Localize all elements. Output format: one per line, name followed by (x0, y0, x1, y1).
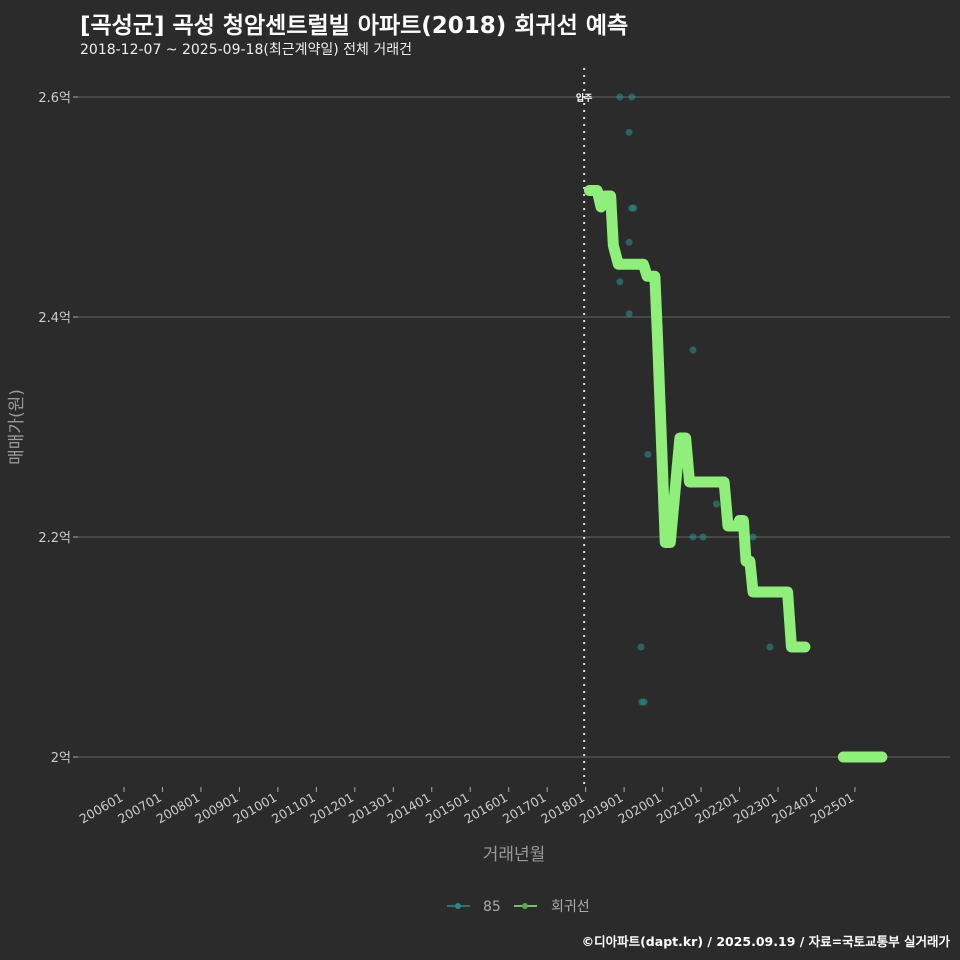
legend-label-regression: 회귀선 (551, 899, 590, 915)
chart-title: [곡성군] 곡성 청암센트럴빌 아파트(2018) 회귀선 예측 (80, 13, 629, 39)
x-tick-label: 200601 (77, 790, 126, 827)
x-tick-label: 201701 (500, 790, 549, 827)
legend-label-85: 85 (483, 899, 501, 915)
x-tick-label: 201801 (538, 790, 587, 827)
x-tick-label: 200701 (115, 790, 164, 827)
x-tick-label: 202501 (808, 790, 857, 827)
data-point (749, 533, 757, 541)
x-tick-label: 202001 (615, 790, 664, 827)
data-point (637, 643, 645, 651)
footer-credit: ©디아파트(dapt.kr) / 2025.09.19 / 자료=국토교통부 실… (581, 934, 950, 949)
legend-marker-regression (522, 903, 528, 909)
data-point (640, 698, 648, 706)
chart-subtitle: 2018-12-07 ~ 2025-09-18(최근계약일) 전체 거래건 (80, 42, 412, 58)
data-point (689, 346, 697, 354)
y-axis-title: 매매가(원) (7, 389, 27, 465)
x-tick-label: 201901 (577, 790, 626, 827)
x-tick-label: 201301 (346, 790, 395, 827)
x-tick-label: 202401 (769, 790, 818, 827)
x-tick-label: 201601 (461, 790, 510, 827)
data-point (630, 204, 638, 212)
data-point (699, 533, 707, 541)
regression-line (583, 185, 811, 653)
data-point (644, 451, 652, 458)
x-tick-label: 202201 (692, 790, 741, 827)
y-tick-label: 2.4억 (38, 311, 71, 326)
y-tick-label: 2.6억 (38, 91, 71, 106)
data-point (628, 93, 636, 101)
data-point (712, 500, 720, 508)
x-tick-label: 202101 (654, 790, 703, 827)
y-tick-label: 2억 (51, 751, 71, 766)
move-in-label: 입주 (576, 92, 593, 104)
data-point (766, 643, 774, 651)
data-point (616, 278, 624, 286)
x-tick-label: 200801 (154, 790, 203, 827)
data-point (689, 533, 697, 541)
legend-marker-85 (455, 903, 461, 909)
data-point (625, 128, 633, 136)
x-tick-label: 201501 (423, 790, 472, 827)
x-tick-label: 201201 (307, 790, 356, 827)
data-point (616, 93, 624, 101)
x-tick-label: 202301 (731, 790, 780, 827)
x-tick-label: 201101 (269, 790, 318, 827)
y-tick-label: 2.2억 (38, 531, 71, 546)
data-point (625, 310, 633, 318)
x-tick-label: 200901 (192, 790, 241, 827)
x-tick-label: 201401 (384, 790, 433, 827)
data-point (625, 238, 633, 246)
x-axis-title: 거래년월 (483, 845, 546, 865)
x-tick-label: 201001 (231, 790, 280, 827)
